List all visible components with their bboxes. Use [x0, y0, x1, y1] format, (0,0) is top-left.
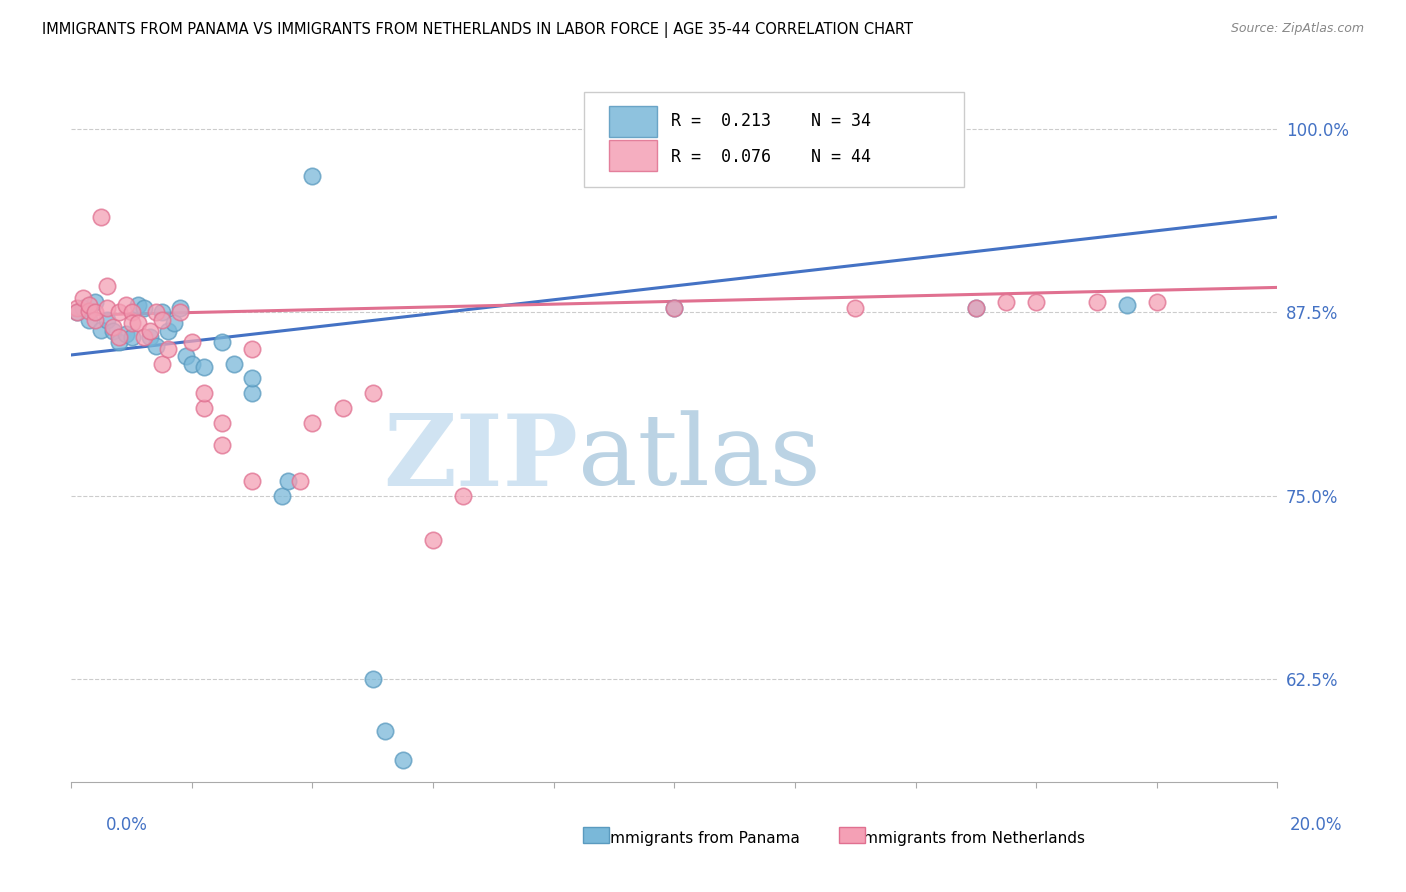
Point	[132, 330, 155, 344]
Point	[114, 298, 136, 312]
Point	[72, 301, 94, 315]
Point	[114, 327, 136, 342]
FancyBboxPatch shape	[609, 106, 658, 137]
Point	[1025, 295, 1047, 310]
Point	[664, 301, 686, 315]
Point	[844, 301, 866, 315]
Point	[96, 279, 118, 293]
Point	[361, 673, 384, 687]
Text: Immigrants from Panama: Immigrants from Panama	[591, 831, 800, 847]
Point	[84, 305, 107, 319]
Point	[138, 330, 160, 344]
Point	[103, 320, 125, 334]
Point	[332, 401, 354, 415]
Point	[965, 301, 987, 315]
Point	[193, 359, 215, 374]
Point	[108, 334, 131, 349]
Text: Source: ZipAtlas.com: Source: ZipAtlas.com	[1230, 22, 1364, 36]
Point	[138, 325, 160, 339]
Point	[72, 291, 94, 305]
FancyBboxPatch shape	[583, 92, 965, 186]
Point	[240, 386, 263, 401]
Point	[374, 723, 396, 738]
Point	[240, 371, 263, 385]
Point	[169, 301, 191, 315]
Point	[90, 323, 112, 337]
Point	[392, 753, 415, 767]
Point	[211, 437, 233, 451]
Point	[451, 489, 474, 503]
Point	[301, 416, 323, 430]
Point	[180, 334, 202, 349]
Point	[79, 312, 101, 326]
Point	[90, 210, 112, 224]
Point	[156, 342, 179, 356]
Text: 0.0%: 0.0%	[105, 816, 148, 834]
Point	[121, 305, 143, 319]
Point	[108, 330, 131, 344]
Point	[145, 339, 167, 353]
Text: ZIP: ZIP	[382, 409, 578, 507]
Point	[174, 350, 197, 364]
Point	[995, 295, 1018, 310]
Point	[211, 334, 233, 349]
Point	[66, 305, 89, 319]
Point	[132, 301, 155, 315]
Point	[1085, 295, 1108, 310]
Point	[271, 489, 294, 503]
Point	[96, 301, 118, 315]
Point	[96, 312, 118, 326]
Point	[121, 330, 143, 344]
Point	[127, 316, 149, 330]
Point	[422, 533, 444, 547]
Point	[1115, 298, 1137, 312]
Point	[121, 316, 143, 330]
Point	[361, 386, 384, 401]
Point	[163, 316, 186, 330]
Point	[127, 298, 149, 312]
Point	[180, 357, 202, 371]
Point	[84, 312, 107, 326]
Point	[240, 342, 263, 356]
Point	[108, 305, 131, 319]
Point	[150, 357, 173, 371]
FancyBboxPatch shape	[609, 140, 658, 171]
Point	[169, 305, 191, 319]
Point	[301, 169, 323, 183]
Text: atlas: atlas	[578, 410, 821, 506]
Point	[84, 295, 107, 310]
Point	[66, 305, 89, 319]
Point	[240, 475, 263, 489]
Point	[211, 416, 233, 430]
Text: Immigrants from Netherlands: Immigrants from Netherlands	[844, 831, 1084, 847]
Point	[79, 298, 101, 312]
Text: R =  0.076    N = 44: R = 0.076 N = 44	[671, 148, 870, 166]
Point	[66, 301, 89, 315]
Point	[290, 475, 312, 489]
Point	[79, 304, 101, 318]
Point	[277, 475, 299, 489]
Text: R =  0.213    N = 34: R = 0.213 N = 34	[671, 112, 870, 130]
Point	[664, 301, 686, 315]
Point	[222, 357, 245, 371]
Text: 20.0%: 20.0%	[1291, 816, 1343, 834]
Point	[1146, 295, 1168, 310]
Point	[150, 312, 173, 326]
Point	[193, 401, 215, 415]
Point	[145, 305, 167, 319]
Point	[965, 301, 987, 315]
Text: IMMIGRANTS FROM PANAMA VS IMMIGRANTS FROM NETHERLANDS IN LABOR FORCE | AGE 35-44: IMMIGRANTS FROM PANAMA VS IMMIGRANTS FRO…	[42, 22, 912, 38]
Point	[150, 305, 173, 319]
Point	[156, 325, 179, 339]
Point	[103, 325, 125, 339]
Point	[193, 386, 215, 401]
